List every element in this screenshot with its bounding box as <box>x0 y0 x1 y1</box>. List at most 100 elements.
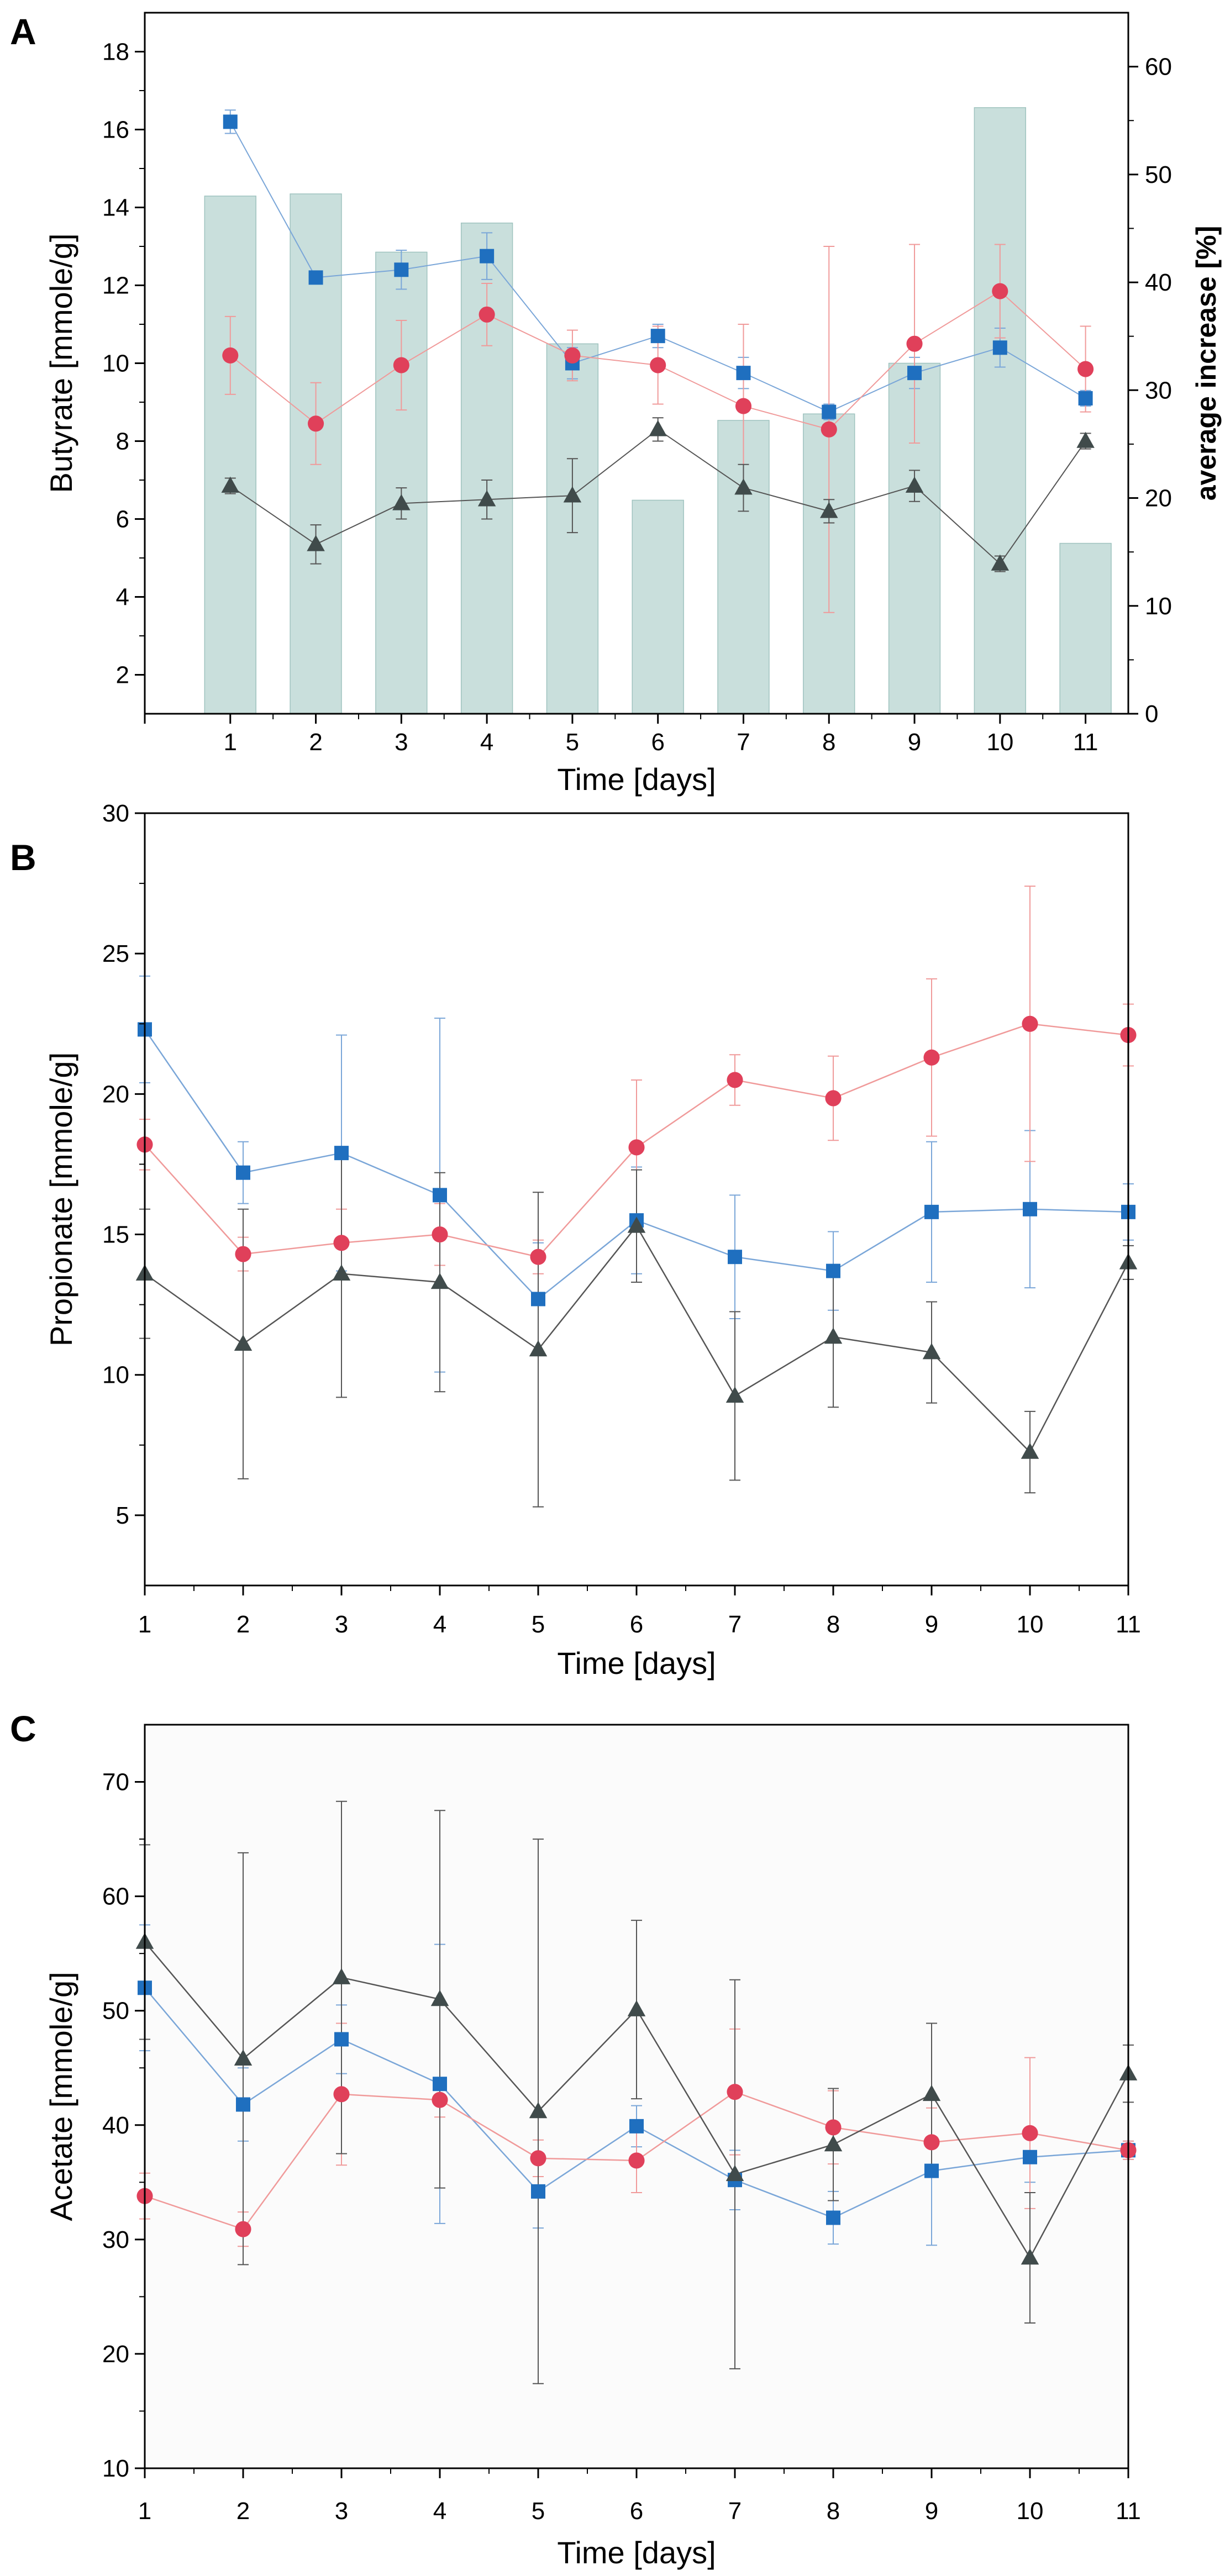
x-tick-label: 8 <box>827 1611 840 1638</box>
data-point-red <box>825 2119 842 2136</box>
data-point-red <box>727 2084 743 2100</box>
y2-tick-label: 20 <box>1145 485 1172 512</box>
x-tick-label: 1 <box>138 1611 151 1638</box>
data-point-red <box>222 347 239 364</box>
data-point-blue <box>822 404 837 419</box>
y2-tick-label: 60 <box>1145 54 1172 81</box>
data-point-blue <box>308 270 323 285</box>
data-point-blue <box>334 2032 349 2047</box>
data-point-black <box>627 2000 646 2016</box>
y-axis-label: Butyrate [mmole/g] <box>44 234 78 493</box>
x-tick-label: 5 <box>566 729 579 756</box>
data-point-black <box>725 2164 744 2182</box>
data-point-black <box>824 2135 843 2152</box>
y-tick-label: 30 <box>102 800 129 827</box>
y-tick-label: 15 <box>102 1221 129 1249</box>
data-point-black <box>563 486 582 503</box>
y-tick-label: 8 <box>116 428 129 455</box>
data-point-black <box>430 1273 449 1289</box>
data-point-red <box>923 1049 940 1066</box>
data-point-blue <box>826 2210 840 2225</box>
x-tick-label: 4 <box>480 729 493 756</box>
data-point-red <box>825 1090 842 1107</box>
data-point-black <box>234 2049 253 2066</box>
x-tick-label: 9 <box>908 729 921 756</box>
data-point-red <box>235 2221 251 2237</box>
x-axis-label: Time [days] <box>557 2535 716 2570</box>
data-point-blue <box>650 329 665 344</box>
data-point-black <box>922 1343 941 1360</box>
data-point-red <box>923 2134 940 2151</box>
data-point-black <box>307 535 325 551</box>
x-tick-label: 9 <box>925 2498 938 2525</box>
data-point-red <box>1022 2125 1038 2141</box>
data-point-black <box>922 2084 941 2101</box>
bar <box>974 107 1027 714</box>
data-point-blue <box>531 1292 545 1307</box>
panel-letter: A <box>10 11 36 52</box>
data-point-red <box>308 415 324 432</box>
y-tick-label: 25 <box>102 940 129 967</box>
y-tick-label: 60 <box>102 1883 129 1910</box>
data-point-red <box>821 421 837 438</box>
x-tick-label: 1 <box>138 2498 151 2525</box>
x-tick-label: 7 <box>737 729 750 756</box>
x-tick-label: 6 <box>651 729 664 756</box>
data-point-blue <box>1023 1202 1037 1216</box>
data-point-blue <box>433 1188 447 1203</box>
panel-a: 1 2 3 4 5 6 7 8 9 10 11246810121416180102030405060… <box>10 11 1222 797</box>
x-tick-label: 10 <box>1017 1611 1044 1638</box>
data-point-blue <box>531 2184 545 2199</box>
data-point-black <box>529 1340 548 1357</box>
x-tick-label: 5 <box>532 1611 545 1638</box>
data-point-red <box>735 398 752 414</box>
panel-letter: C <box>10 1708 36 1749</box>
data-point-red <box>432 1226 448 1243</box>
data-point-black <box>991 554 1010 571</box>
y-tick-label: 4 <box>116 584 129 611</box>
panel-letter: B <box>10 837 36 878</box>
data-point-blue <box>629 2119 644 2134</box>
data-point-red <box>727 1072 743 1088</box>
y-tick-label: 18 <box>102 39 129 66</box>
data-point-black <box>734 478 753 495</box>
data-point-blue <box>826 1263 840 1278</box>
data-point-black <box>529 2101 548 2119</box>
data-point-red <box>628 2152 645 2169</box>
x-tick-label: 10 <box>1017 2498 1044 2525</box>
data-point-black <box>221 476 240 493</box>
x-tick-label: 10 <box>986 729 1013 756</box>
y-tick-label: 20 <box>102 2341 129 2368</box>
data-point-blue <box>924 2163 939 2178</box>
y-tick-label: 40 <box>102 2112 129 2139</box>
data-point-black <box>430 1990 449 2006</box>
y-tick-label: 10 <box>102 350 129 377</box>
data-point-blue <box>236 1165 250 1180</box>
y2-tick-label: 30 <box>1145 377 1172 404</box>
data-point-black <box>1021 1442 1039 1459</box>
y2-tick-label: 50 <box>1145 161 1172 188</box>
x-tick-label: 1 <box>224 729 237 756</box>
data-point-black <box>824 1327 843 1344</box>
data-point-blue <box>334 1146 349 1161</box>
data-point-blue <box>992 340 1007 355</box>
data-point-black <box>820 502 838 518</box>
data-point-red <box>333 2086 350 2103</box>
bar <box>204 196 256 714</box>
data-point-blue <box>1023 2150 1037 2164</box>
data-point-blue <box>480 249 495 264</box>
data-point-black <box>649 420 667 436</box>
x-tick-label: 6 <box>630 2498 643 2525</box>
data-point-red <box>530 2150 546 2167</box>
data-point-red <box>1022 1015 1038 1032</box>
x-tick-label: 2 <box>236 1611 250 1638</box>
data-point-red <box>530 1249 546 1265</box>
data-point-black <box>477 490 496 507</box>
data-point-blue <box>907 366 922 381</box>
y-tick-label: 6 <box>116 506 129 533</box>
bar <box>1059 542 1112 714</box>
data-point-red <box>992 283 1008 299</box>
x-tick-label: 2 <box>236 2498 250 2525</box>
y2-axis-label: average increase [%] <box>1191 226 1222 501</box>
